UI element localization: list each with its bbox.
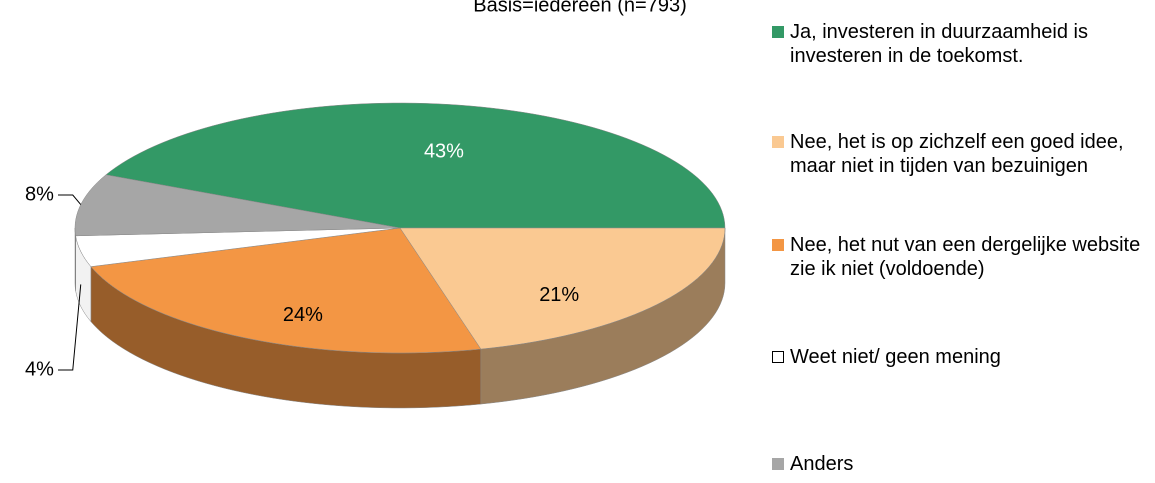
data-label: 43%: [424, 141, 464, 163]
legend-marker: [772, 351, 784, 363]
legend-entry: Anders: [770, 452, 1155, 476]
pie-slice: [399, 227, 726, 350]
legend-marker: [772, 239, 784, 251]
legend-marker: [772, 26, 784, 38]
pie-slice: [90, 227, 482, 354]
legend-label: Anders: [790, 453, 854, 475]
legend-entry: Ja, investeren in duurzaamheid is invest…: [770, 20, 1155, 68]
legend-marker: [772, 136, 784, 148]
pie-slice: [74, 174, 401, 237]
legend-entry: Weet niet/ geen mening: [770, 345, 1155, 369]
leader-line: [58, 284, 82, 371]
legend-entry: Nee, het nut van een dergelijke website …: [770, 233, 1155, 281]
legend-label: Nee, het is op zichzelf een goed idee, m…: [790, 131, 1124, 177]
legend-entry: Nee, het is op zichzelf een goed idee, m…: [770, 130, 1155, 178]
legend-label: Nee, het nut van een dergelijke website …: [790, 234, 1141, 280]
data-label: 8%: [25, 183, 54, 205]
pie-side: [74, 227, 76, 291]
legend-marker: [772, 458, 784, 470]
chart-subtitle: Basis=iedereen (n=793): [473, 0, 686, 16]
pie-slice: [105, 102, 726, 229]
data-label: 4%: [25, 358, 54, 380]
legend-label: Weet niet/ geen mening: [790, 346, 1001, 368]
data-label: 24%: [283, 304, 323, 326]
legend-label: Ja, investeren in duurzaamheid is invest…: [790, 21, 1088, 67]
pie-slice: [75, 227, 401, 267]
data-label: 21%: [539, 284, 579, 306]
leader-line: [58, 194, 82, 205]
